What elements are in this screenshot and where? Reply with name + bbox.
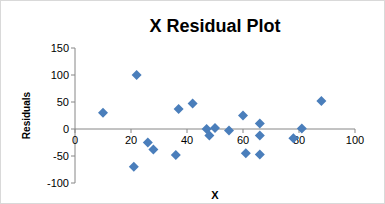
x-tick	[131, 129, 132, 133]
point	[297, 123, 307, 133]
point	[288, 133, 298, 143]
x-tick	[187, 129, 188, 133]
y-tick	[71, 129, 75, 130]
point	[129, 162, 139, 172]
y-tick-label: -100	[47, 177, 69, 189]
point	[255, 149, 265, 159]
x-tick-label: 60	[237, 134, 249, 146]
chart: X Residual Plot-100-50050100150020406080…	[0, 0, 385, 204]
y-tick-label: 0	[63, 123, 69, 135]
point	[132, 70, 142, 80]
point	[188, 99, 198, 109]
point	[210, 123, 220, 133]
point	[98, 108, 108, 118]
y-axis	[75, 48, 76, 183]
x-tick	[355, 129, 356, 133]
background	[1, 1, 385, 204]
point	[316, 96, 326, 106]
point	[224, 126, 234, 136]
point	[204, 130, 214, 140]
y-tick-label: 100	[51, 69, 69, 81]
x-axis-label: X	[211, 189, 219, 201]
x-tick-label: 0	[72, 134, 78, 146]
point	[148, 145, 158, 155]
x-tick-label: 100	[346, 134, 364, 146]
points	[98, 70, 326, 172]
y-tick-label: 50	[57, 96, 69, 108]
x-tick-label: 40	[181, 134, 193, 146]
point	[255, 130, 265, 140]
point	[255, 119, 265, 129]
x-tick	[75, 129, 76, 133]
y-tick	[71, 183, 75, 184]
point	[171, 150, 181, 160]
title: X Residual Plot	[149, 16, 280, 36]
x-tick-label: 20	[125, 134, 137, 146]
point	[241, 148, 251, 158]
point	[238, 111, 248, 121]
y-tick	[71, 48, 75, 49]
x-tick	[243, 129, 244, 133]
y-axis-label: Residuals	[21, 91, 32, 139]
y-tick	[71, 156, 75, 157]
y-tick	[71, 102, 75, 103]
y-tick	[71, 75, 75, 76]
point	[174, 104, 184, 114]
y-tick-label: 150	[51, 42, 69, 54]
y-tick-label: -50	[53, 150, 69, 162]
point	[143, 138, 153, 148]
